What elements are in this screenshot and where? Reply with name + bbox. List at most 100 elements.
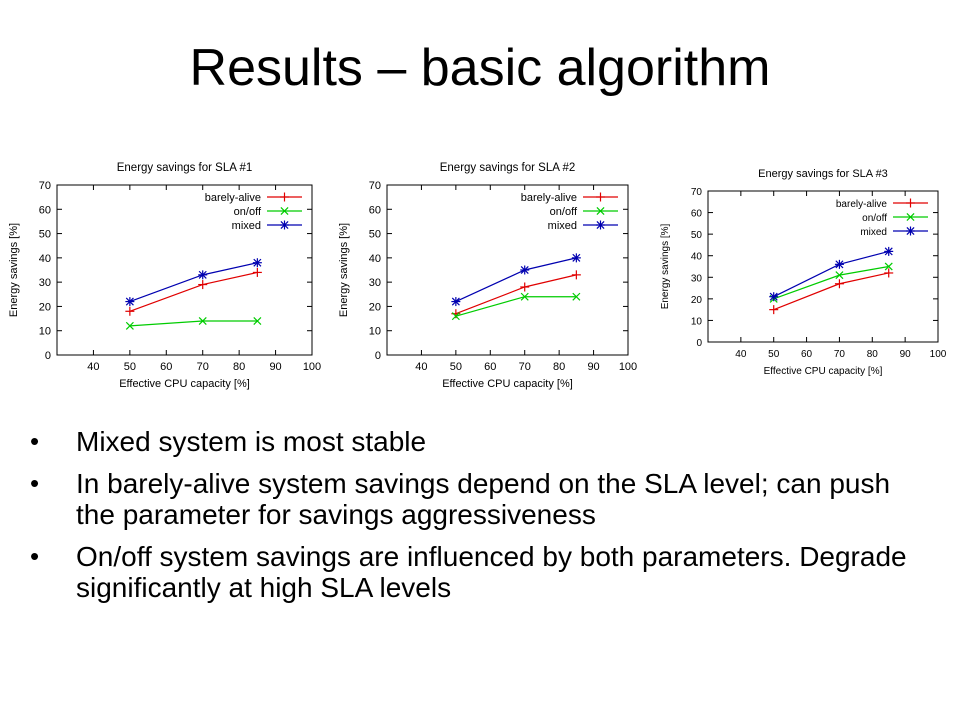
- data-point: [834, 279, 844, 289]
- x-tick-label: 90: [900, 349, 912, 360]
- y-tick-label: 0: [45, 350, 51, 362]
- plot-frame: [386, 184, 629, 356]
- y-axis-label: Energy savings [%]: [338, 223, 350, 317]
- y-tick-label: 40: [691, 252, 703, 263]
- y-tick-label: 50: [691, 230, 703, 241]
- data-point: [253, 316, 262, 326]
- x-tick-label: 40: [415, 361, 427, 373]
- bullet-item: In barely-alive system savings depend on…: [30, 468, 930, 530]
- x-tick-label: 70: [197, 361, 209, 373]
- chart-title: Energy savings for SLA #1: [117, 162, 253, 174]
- x-tick-label: 80: [553, 361, 565, 373]
- legend-label: barely-alive: [836, 199, 888, 210]
- data-point: [125, 321, 134, 330]
- y-tick-label: 10: [369, 326, 381, 338]
- legend-marker: [596, 220, 605, 230]
- x-tick-label: 60: [801, 349, 813, 360]
- legend-label: on/off: [862, 213, 887, 224]
- y-tick-label: 60: [39, 204, 51, 216]
- legend-marker: [280, 220, 289, 230]
- legend-label: mixed: [860, 227, 887, 238]
- series-line: [773, 265, 889, 300]
- data-point: [769, 305, 779, 315]
- x-tick-label: 90: [269, 361, 281, 373]
- y-tick-label: 20: [691, 295, 703, 306]
- data-point: [571, 253, 581, 263]
- legend-label: mixed: [548, 220, 577, 232]
- legend-marker: [280, 192, 289, 202]
- y-axis-label: Energy savings [%]: [8, 223, 20, 317]
- slide-title: Results – basic algorithm: [189, 39, 771, 97]
- data-point: [769, 292, 779, 302]
- x-tick-label: 50: [768, 349, 780, 360]
- data-point: [884, 246, 894, 256]
- x-tick-label: 90: [587, 361, 599, 373]
- data-point: [451, 297, 461, 307]
- plot-frame: [56, 184, 313, 356]
- x-axis-label: Effective CPU capacity [%]: [764, 366, 883, 377]
- y-tick-label: 60: [691, 209, 703, 220]
- chart-title: Energy savings for SLA #2: [440, 162, 576, 174]
- bullet-list: Mixed system is most stable In barely-al…: [30, 426, 930, 614]
- y-tick-label: 50: [39, 229, 51, 241]
- legend-marker: [906, 226, 915, 236]
- y-tick-label: 20: [369, 301, 381, 313]
- chart-sla-3: Energy savings for SLA #3 0 10 20 30 40 50 60 70…: [660, 168, 947, 377]
- x-axis-label: Effective CPU capacity [%]: [119, 378, 250, 390]
- data-point: [198, 280, 208, 290]
- data-point: [198, 270, 208, 280]
- x-tick-label: 100: [930, 349, 947, 360]
- x-tick-label: 100: [303, 361, 321, 373]
- y-tick-label: 60: [369, 204, 381, 216]
- series-line: [129, 320, 258, 327]
- legend-marker: [596, 192, 605, 202]
- data-point: [571, 270, 581, 280]
- data-point: [451, 312, 460, 321]
- y-tick-label: 70: [39, 180, 51, 192]
- y-tick-label: 20: [39, 301, 51, 313]
- x-tick-label: 40: [87, 361, 99, 373]
- data-point: [252, 258, 262, 268]
- data-point: [520, 282, 530, 292]
- data-point: [835, 271, 844, 280]
- data-point: [125, 306, 135, 316]
- x-tick-label: 80: [233, 361, 245, 373]
- x-tick-label: 60: [484, 361, 496, 373]
- y-tick-label: 10: [39, 326, 51, 338]
- plot-frame: [707, 190, 939, 343]
- data-point: [520, 292, 529, 301]
- legend-marker: [906, 212, 915, 222]
- bullet-item: On/off system savings are influenced by …: [30, 541, 930, 603]
- chart-sla-2: Energy savings for SLA #2 0 10 20 30 40 50 60 70…: [338, 162, 637, 390]
- x-axis-label: Effective CPU capacity [%]: [442, 378, 573, 390]
- chart-sla-1: Energy savings for SLA #1 0 10 20 30 40 50 60 70…: [8, 162, 321, 390]
- series-line: [773, 250, 889, 298]
- data-point: [198, 316, 207, 326]
- series-line: [455, 274, 577, 315]
- legend-marker: [906, 198, 915, 208]
- data-point: [834, 259, 844, 269]
- legend-marker: [280, 206, 289, 216]
- y-tick-label: 0: [696, 338, 702, 349]
- legend-label: barely-alive: [205, 192, 261, 204]
- x-tick-label: 60: [160, 361, 172, 373]
- x-tick-label: 50: [450, 361, 462, 373]
- data-point: [884, 262, 893, 271]
- data-point: [252, 267, 262, 277]
- chart-title: Energy savings for SLA #3: [758, 168, 888, 180]
- legend-label: barely-alive: [521, 192, 577, 204]
- y-axis-label: Energy savings [%]: [660, 223, 671, 309]
- y-tick-label: 10: [691, 316, 703, 327]
- y-tick-label: 30: [691, 273, 703, 284]
- x-tick-label: 40: [735, 349, 747, 360]
- x-tick-label: 50: [124, 361, 136, 373]
- bullet-item: Mixed system is most stable: [30, 426, 930, 457]
- x-tick-label: 100: [619, 361, 637, 373]
- data-point: [520, 265, 530, 275]
- x-tick-label: 70: [519, 361, 531, 373]
- data-point: [125, 297, 135, 307]
- data-point: [884, 268, 894, 278]
- legend-label: mixed: [232, 220, 261, 232]
- data-point: [572, 292, 581, 301]
- legend-label: on/off: [550, 206, 578, 218]
